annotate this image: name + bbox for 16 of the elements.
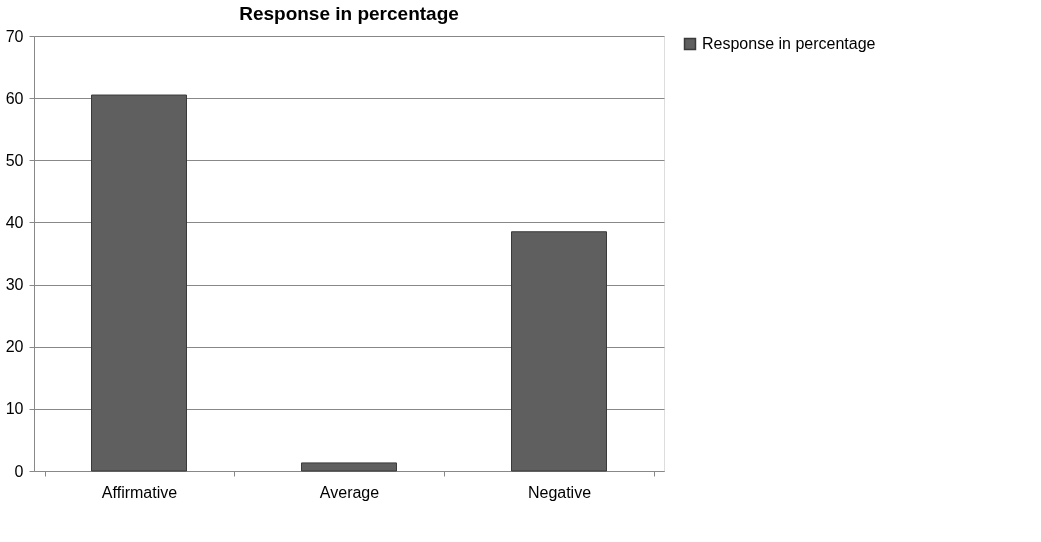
x-tick-label: Average: [319, 483, 380, 501]
y-tick-label: 0: [14, 462, 24, 480]
y-tick-label: 20: [5, 338, 24, 356]
x-tick-label: Negative: [527, 483, 592, 501]
y-tick-label: 50: [5, 151, 24, 169]
bar: [301, 462, 397, 472]
chart-title: Response in percentage: [239, 3, 459, 24]
x-tick-label: Affirmative: [101, 483, 178, 501]
y-tick-label: 60: [5, 89, 24, 107]
y-tick-label: 40: [5, 213, 24, 231]
bar: [511, 231, 607, 472]
bar: [91, 94, 187, 472]
y-tick-label: 10: [5, 400, 24, 418]
y-tick-label: 70: [5, 27, 24, 45]
legend-label: Response in percentage: [702, 35, 876, 52]
y-tick-label: 30: [5, 276, 24, 294]
